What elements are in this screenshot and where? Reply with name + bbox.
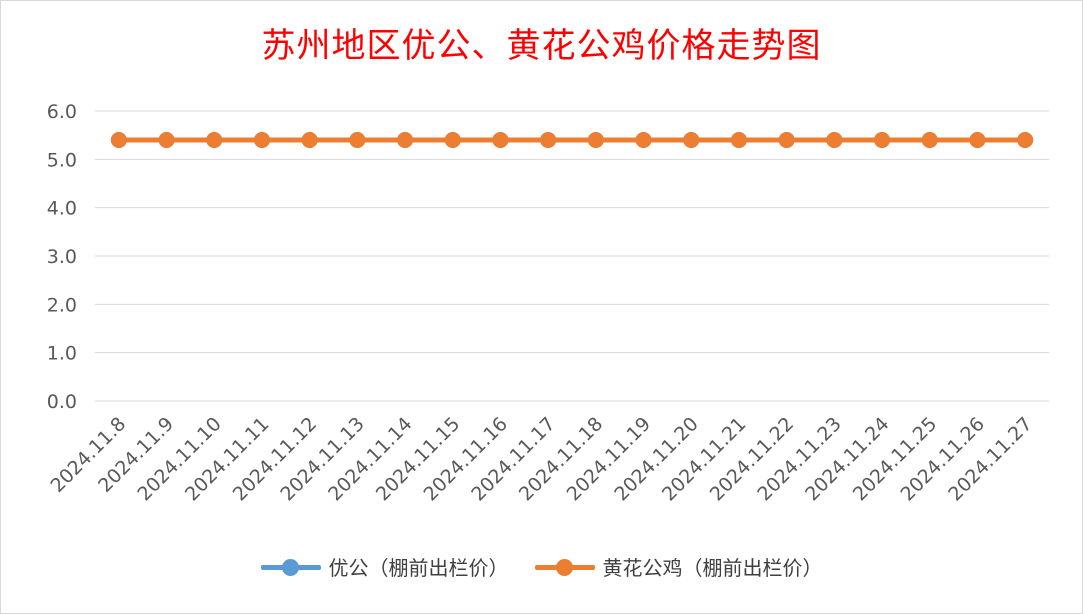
- data-point-series-2[interactable]: [826, 132, 843, 148]
- y-tick-label: 0.0: [47, 391, 77, 413]
- data-point-series-2[interactable]: [778, 132, 795, 148]
- data-point-series-2[interactable]: [397, 132, 414, 148]
- legend-label-series-1: 优公（棚前出栏价）: [328, 556, 509, 580]
- data-point-series-2[interactable]: [253, 132, 270, 148]
- legend-item-series-2[interactable]: 黄花公鸡（棚前出栏价）: [534, 552, 823, 581]
- data-point-series-2[interactable]: [1017, 132, 1034, 148]
- legend-item-series-1[interactable]: 优公（棚前出栏价）: [260, 552, 509, 581]
- data-point-series-2[interactable]: [540, 132, 557, 148]
- y-tick-label: 6.0: [47, 101, 77, 123]
- data-point-series-2[interactable]: [874, 132, 891, 148]
- y-tick-label: 1.0: [47, 343, 77, 365]
- chart-title: 苏州地区优公、黄花公鸡价格走势图: [261, 26, 822, 66]
- data-point-series-2[interactable]: [587, 132, 604, 148]
- y-tick-label: 5.0: [47, 149, 77, 171]
- data-point-series-2[interactable]: [158, 132, 175, 148]
- data-point-series-2[interactable]: [969, 132, 986, 148]
- data-point-series-2[interactable]: [349, 132, 366, 148]
- data-point-series-2[interactable]: [921, 132, 938, 148]
- legend-marker-series-1: [260, 557, 321, 577]
- data-point-series-2[interactable]: [444, 132, 461, 148]
- legend-label-series-2: 黄花公鸡（棚前出栏价）: [602, 556, 823, 580]
- legend: 优公（棚前出栏价） 黄花公鸡（棚前出栏价）: [0, 552, 1083, 581]
- y-tick-label: 2.0: [47, 294, 77, 316]
- data-point-series-2[interactable]: [683, 132, 700, 148]
- y-tick-label: 3.0: [47, 246, 77, 268]
- data-point-series-2[interactable]: [301, 132, 318, 148]
- data-point-series-2[interactable]: [110, 132, 127, 148]
- data-point-series-2[interactable]: [492, 132, 509, 148]
- y-tick-label: 4.0: [47, 198, 77, 220]
- legend-marker-series-2: [534, 557, 595, 577]
- data-point-series-2[interactable]: [206, 132, 223, 148]
- data-point-series-2[interactable]: [730, 132, 747, 148]
- data-point-series-2[interactable]: [635, 132, 652, 148]
